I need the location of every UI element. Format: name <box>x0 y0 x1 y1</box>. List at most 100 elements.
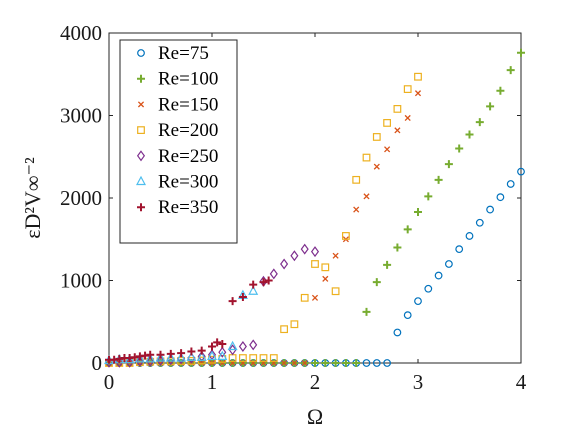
data-point <box>383 260 392 269</box>
y-tick-label: 3000 <box>60 104 102 128</box>
data-point <box>311 260 319 268</box>
data-point <box>290 250 299 262</box>
data-point <box>291 359 298 367</box>
data-point <box>156 355 165 367</box>
data-point <box>213 338 222 347</box>
data-point <box>176 352 187 362</box>
x-tick-labels: 0 1 2 3 4 <box>104 370 527 394</box>
data-point <box>341 359 350 367</box>
data-point <box>362 153 371 162</box>
data-point <box>465 232 474 240</box>
x-tick-label: 4 <box>516 370 527 394</box>
legend-label: Re=150 <box>158 94 218 115</box>
legend-label: Re=100 <box>158 69 218 90</box>
data-point <box>393 328 402 337</box>
x-tick-label: 1 <box>207 370 218 394</box>
data-point <box>372 359 381 367</box>
legend-item: Re=150 <box>137 94 218 115</box>
data-point <box>136 359 143 367</box>
data-point <box>434 271 443 280</box>
data-point <box>125 356 134 368</box>
data-point <box>198 359 205 367</box>
data-point <box>353 206 360 213</box>
data-point <box>239 354 247 362</box>
data-point <box>145 353 156 363</box>
data-point <box>331 287 340 296</box>
data-point <box>384 146 391 153</box>
y-tick-label: 1000 <box>60 269 102 293</box>
data-point <box>228 344 237 356</box>
x-tick-label: 2 <box>310 370 321 394</box>
data-point <box>455 144 464 153</box>
data-point <box>196 351 207 361</box>
legend-item: Re=100 <box>137 69 218 90</box>
data-point <box>393 104 402 113</box>
data-point <box>301 359 308 367</box>
data-point <box>238 340 247 353</box>
data-point <box>197 350 206 362</box>
data-point <box>414 72 422 81</box>
data-point <box>310 246 320 258</box>
legend-label: Re=75 <box>158 43 209 64</box>
data-point <box>281 359 288 367</box>
data-point <box>352 359 361 367</box>
legend-item: Re=75 <box>137 43 209 64</box>
data-point <box>496 193 505 202</box>
data-point <box>424 192 433 201</box>
data-point <box>372 133 381 141</box>
data-point <box>331 359 340 367</box>
data-point <box>311 359 319 367</box>
data-point <box>177 349 186 358</box>
legend-label: Re=250 <box>158 146 218 167</box>
series-re-300 <box>104 285 259 365</box>
data-point <box>321 263 330 272</box>
data-point <box>455 245 464 254</box>
data-point <box>404 114 411 122</box>
legend-marker <box>136 150 146 162</box>
data-point <box>383 119 391 127</box>
data-point <box>146 355 155 367</box>
x-tick-label: 0 <box>104 370 115 394</box>
data-point <box>394 127 401 134</box>
data-point <box>218 346 227 358</box>
data-point <box>208 342 216 351</box>
legend-marker <box>137 126 145 135</box>
series-re-350 <box>105 276 273 364</box>
data-point <box>322 275 329 282</box>
data-point <box>506 180 515 188</box>
legend-item: Re=350 <box>137 197 218 218</box>
data-point <box>218 340 227 349</box>
legend-items: Re=75 Re=100 Re=150 Re=200 Re=250 Re=300 Re=35… <box>136 43 218 218</box>
data-point <box>155 352 166 362</box>
x-axis-title: Ω <box>307 404 323 429</box>
legend-marker <box>136 175 146 186</box>
y-tick-label: 0 <box>92 351 103 375</box>
data-point <box>259 354 268 362</box>
legend-marker <box>137 74 145 83</box>
data-point <box>300 293 309 302</box>
data-point <box>280 325 288 334</box>
plot-area <box>104 32 525 368</box>
data-point <box>403 225 412 234</box>
data-point <box>207 350 217 360</box>
data-point <box>311 294 319 301</box>
data-point <box>465 130 474 139</box>
data-point <box>146 350 155 359</box>
legend-marker <box>137 101 145 108</box>
data-point <box>342 232 350 240</box>
data-point <box>363 193 370 200</box>
data-point <box>475 218 484 227</box>
data-point <box>259 278 268 287</box>
data-point <box>248 285 259 295</box>
data-point <box>332 252 339 259</box>
data-point <box>249 354 258 362</box>
data-point <box>362 359 371 367</box>
y-tick-labels: 0 1000 2000 3000 4000 <box>60 21 102 375</box>
data-point <box>300 243 309 255</box>
legend-marker <box>137 203 145 212</box>
data-point <box>280 258 289 270</box>
y-tick-label: 2000 <box>60 186 102 210</box>
data-point <box>227 340 238 351</box>
data-point <box>156 350 165 359</box>
